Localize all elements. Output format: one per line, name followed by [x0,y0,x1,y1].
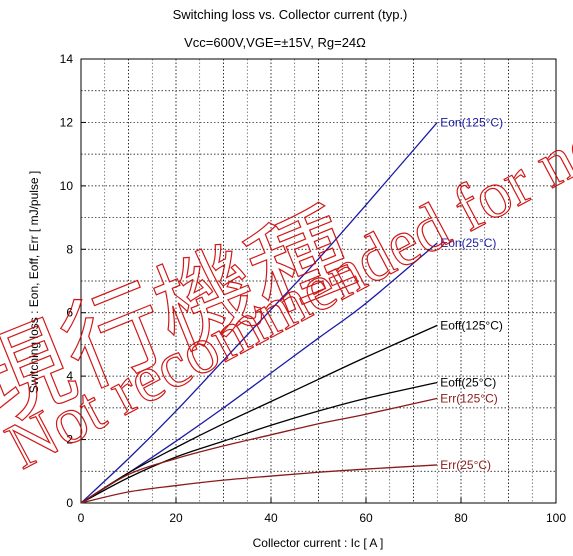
series-line [80,122,438,504]
series-label: Eon(125°C) [440,115,503,129]
x-tick-label: 40 [264,511,278,525]
y-tick-label: 8 [66,242,73,256]
x-tick-label: 100 [546,511,566,525]
x-tick-label: 80 [454,511,468,525]
y-tick-label: 0 [66,496,73,510]
series-label: Err(25°C) [440,458,491,472]
series-line [80,324,438,504]
series-line [80,464,438,504]
chart-title: Switching loss vs. Collector current (ty… [173,7,408,22]
series-line [80,381,438,504]
y-tick-label: 2 [66,433,73,447]
series-label: Eoff(25°C) [440,375,496,389]
y-tick-label: 4 [66,369,73,383]
series-label: Err(125°C) [440,391,497,405]
x-axis-label: Collector current : Ic [ A ] [253,536,384,550]
y-axis-label: Switching loss : Eon, Eoff, Err [ mJ/pul… [27,171,41,394]
y-tick-label: 12 [60,115,74,129]
series-line [80,397,438,504]
axis-ticks: 0 20 40 60 80 100 0 2 4 6 8 10 12 14 [60,52,567,525]
y-tick-label: 14 [60,52,74,66]
series-labels: Eon(125°C) Eon(25°C) Eoff(125°C) Eoff(25°C)… [440,115,503,472]
x-tick-label: 60 [359,511,373,525]
x-tick-label: 0 [78,511,85,525]
x-tick-label: 20 [169,511,183,525]
grid [81,59,556,503]
y-tick-label: 6 [66,306,73,320]
y-tick-label: 10 [60,179,74,193]
series-group [80,122,438,504]
series-label: Eon(25°C) [440,236,496,250]
chart-subtitle: Vcc=600V,VGE=±15V, Rg=24Ω [184,35,366,50]
series-label: Eoff(125°C) [440,318,503,332]
plot-frame [80,58,557,504]
